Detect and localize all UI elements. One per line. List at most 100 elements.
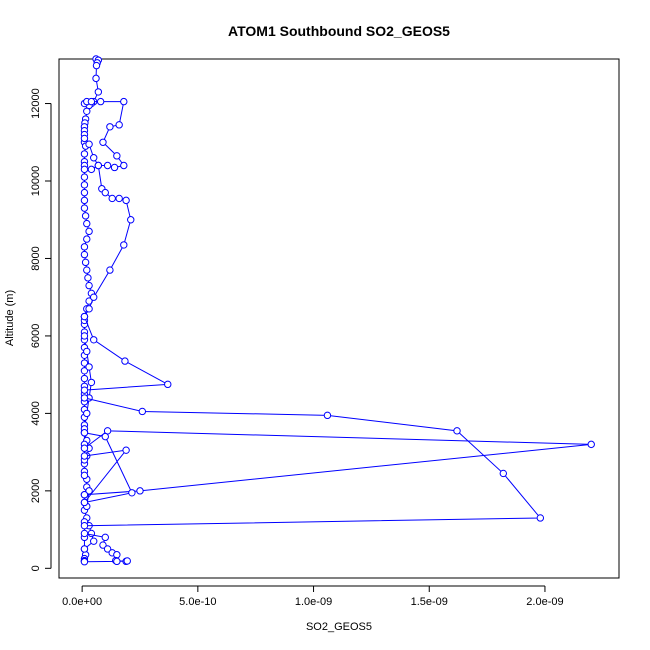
data-point (80, 471, 89, 480)
data-point (99, 138, 107, 146)
data-point (80, 558, 89, 566)
series-5 (80, 394, 545, 530)
data-point (115, 194, 123, 203)
data-point (80, 312, 89, 321)
data-point (80, 545, 89, 553)
data-point (80, 367, 89, 375)
data-point (90, 336, 98, 344)
x-tick-label: 0.0e+00 (62, 596, 102, 608)
data-point (80, 134, 89, 143)
data-point (106, 123, 114, 131)
x-axis-label: SO2_GEOS5 (306, 621, 372, 633)
data-point (120, 241, 128, 249)
data-point (94, 88, 103, 96)
data-point (90, 537, 98, 545)
y-tick-label: 12000 (30, 88, 42, 119)
data-point (84, 274, 92, 282)
data-point (90, 154, 98, 162)
data-point (83, 107, 91, 115)
series-3 (80, 134, 135, 321)
chart-title: ATOM1 Southbound SO2_GEOS5 (228, 23, 450, 39)
series-line (83, 316, 170, 391)
data-point (80, 394, 89, 402)
data-point (87, 529, 96, 538)
data-point (80, 332, 89, 340)
data-point (536, 514, 545, 522)
data-point (80, 250, 89, 259)
data-point (103, 161, 112, 170)
data-point (323, 411, 332, 420)
data-point (101, 432, 109, 441)
series-6 (80, 427, 595, 499)
data-point (106, 266, 114, 274)
data-point (80, 429, 89, 437)
data-point (80, 204, 89, 212)
x-axis: 0.0e+00 5.0e-10 1.0e-09 1.5e-09 2.0e-09 (62, 585, 564, 608)
y-tick-label: 8000 (30, 246, 42, 270)
x-tick-label: 1.0e-09 (295, 596, 332, 608)
data-point (92, 61, 101, 70)
data-point (115, 121, 123, 129)
data-point (83, 347, 91, 356)
data-point (80, 173, 89, 181)
data-point (113, 557, 121, 566)
data-point (101, 533, 109, 542)
data-point (80, 196, 89, 205)
plot-frame (58, 58, 620, 579)
data-point (85, 140, 93, 148)
data-point (587, 440, 595, 449)
data-point (80, 359, 89, 367)
data-point (453, 427, 461, 435)
data-point (122, 446, 130, 454)
data-point (103, 545, 112, 553)
data-point (499, 469, 507, 478)
series-line (84, 430, 592, 496)
y-tick-label: 4000 (30, 401, 42, 425)
data-point (80, 452, 89, 460)
data-point (92, 74, 100, 83)
data-point (87, 97, 96, 106)
x-tick-label: 5.0e-10 (179, 596, 216, 608)
data-point (81, 212, 90, 220)
series-layer (80, 55, 595, 566)
y-tick-label: 0 (30, 565, 42, 571)
x-tick-label: 2.0e-09 (526, 596, 563, 608)
data-point (123, 557, 131, 565)
data-point (96, 97, 105, 106)
data-point (121, 357, 129, 365)
data-point (110, 163, 119, 172)
data-point (80, 522, 89, 530)
y-tick-label: 6000 (30, 324, 42, 348)
data-point (113, 152, 121, 160)
data-point (80, 529, 89, 538)
data-point (127, 216, 135, 224)
data-point (80, 181, 89, 189)
data-point (83, 266, 91, 274)
data-point (94, 161, 103, 170)
y-axis-label: Altitude (m) (4, 290, 16, 346)
data-point (90, 293, 98, 301)
data-point (80, 444, 89, 452)
data-point (80, 374, 89, 383)
data-point (108, 194, 116, 203)
data-point (164, 380, 172, 389)
data-point (120, 97, 128, 106)
data-point (85, 281, 93, 290)
series-7 (80, 429, 136, 507)
data-point (113, 551, 121, 559)
data-point (122, 196, 130, 205)
y-axis: 0 2000 4000 6000 8000 10000 12000 (30, 88, 52, 571)
data-point (120, 161, 128, 170)
data-point (80, 491, 89, 499)
data-point (83, 219, 91, 228)
y-tick-label: 10000 (30, 166, 42, 197)
data-point (80, 386, 89, 394)
data-point (83, 235, 91, 243)
data-point (81, 258, 90, 267)
data-point (85, 305, 93, 313)
series-4 (80, 312, 172, 394)
data-point (80, 188, 89, 197)
x-tick-label: 1.5e-09 (411, 596, 448, 608)
data-point (85, 227, 93, 236)
